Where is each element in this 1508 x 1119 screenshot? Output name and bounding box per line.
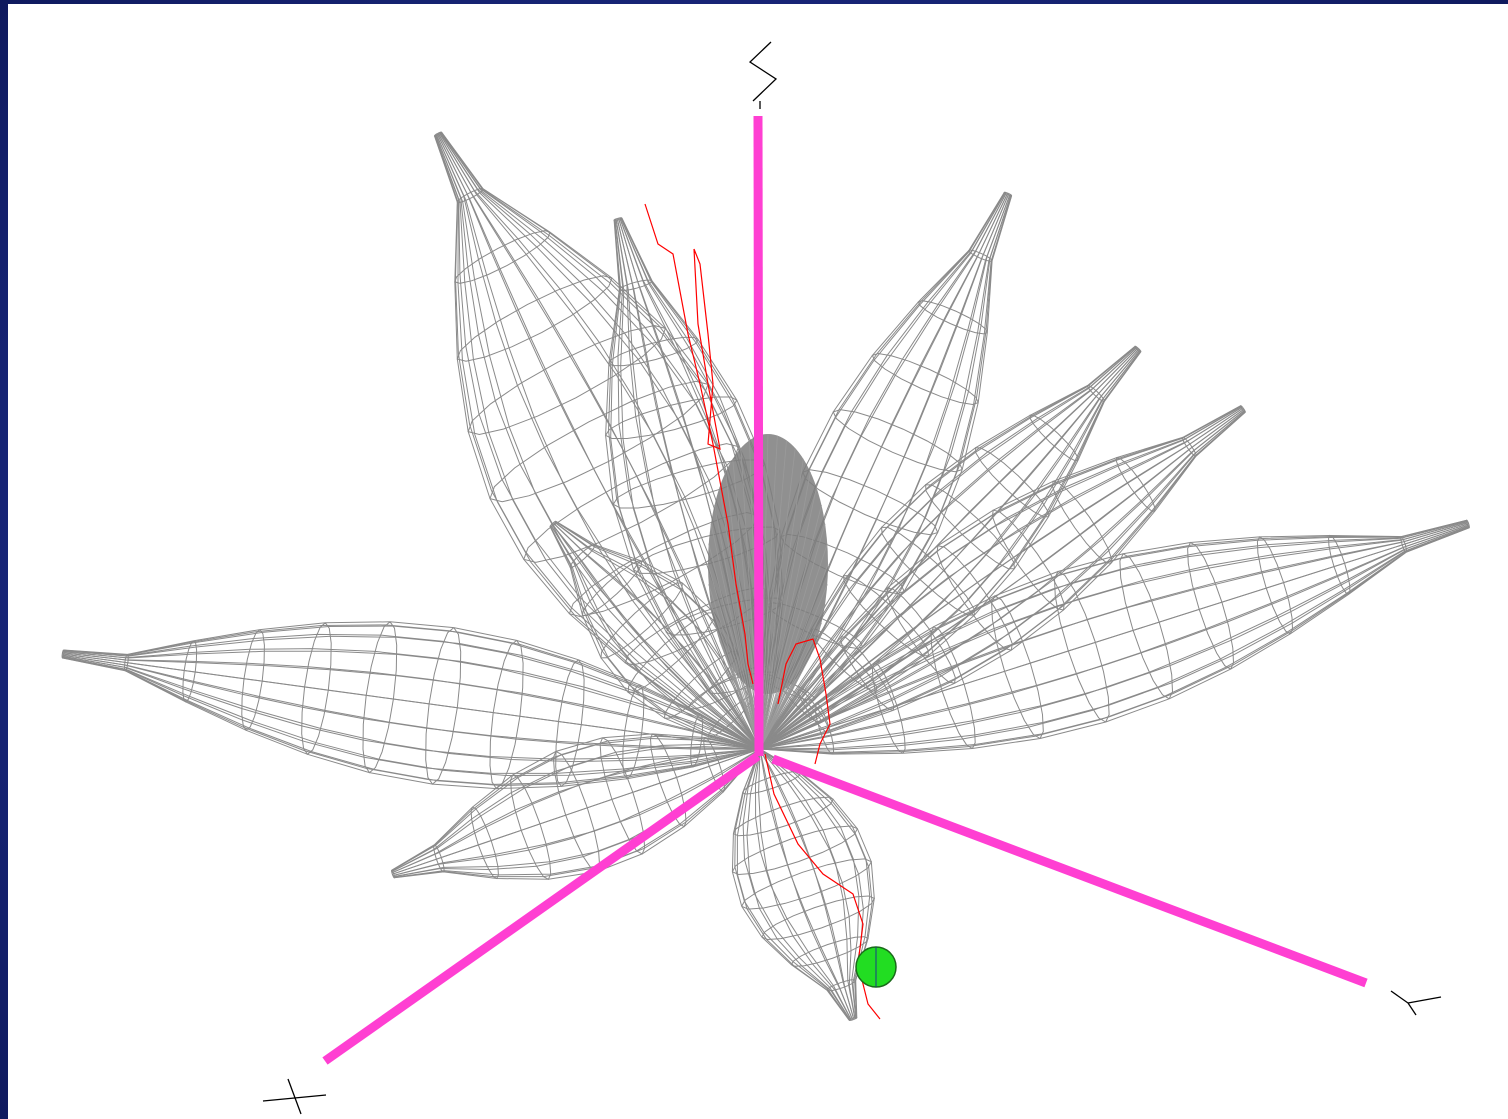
axis-labels [262,41,1442,1115]
core-spoke [759,563,829,750]
radiation-pattern-scene[interactable] [8,4,1508,1119]
core-spoke [714,504,761,750]
core-spoke [759,504,822,750]
core-spoke [759,440,787,750]
lobe-far-right [759,519,1470,755]
core-spoke [759,584,828,750]
axes-group [322,115,1368,1065]
3d-viewport[interactable] [8,4,1508,1119]
green-dot-icon[interactable] [855,946,897,988]
core-spoke [759,448,796,750]
core-spoke [759,523,826,750]
core-spoke [759,543,828,750]
core-spoke [708,584,761,750]
core-spoke [714,622,761,750]
wireframe-lobes [61,131,1470,1022]
x-axis-label [262,1078,327,1115]
core-spoke [759,458,804,750]
core-spoke [707,563,761,750]
z-axis [753,115,764,757]
x-axis [322,752,761,1065]
red-trace-path [644,203,881,1020]
core-spoke [759,669,804,750]
core-spoke [759,472,811,750]
y-axis-label [1390,990,1442,1016]
core-spoke [710,523,761,750]
core-spoke [719,487,761,750]
y-axis [771,754,1368,988]
lobe-mid-left [549,520,761,750]
core-spoke [708,543,761,750]
core-spoke [725,472,761,750]
core-spoke [759,679,796,750]
lobe-bottom [731,748,876,1022]
core-spoke [759,487,817,750]
lobe-far-left [61,621,761,790]
z-axis-label [748,41,778,102]
lobe-lower-left [390,733,761,881]
core-spoke [710,604,761,750]
core-spoke [759,687,787,750]
